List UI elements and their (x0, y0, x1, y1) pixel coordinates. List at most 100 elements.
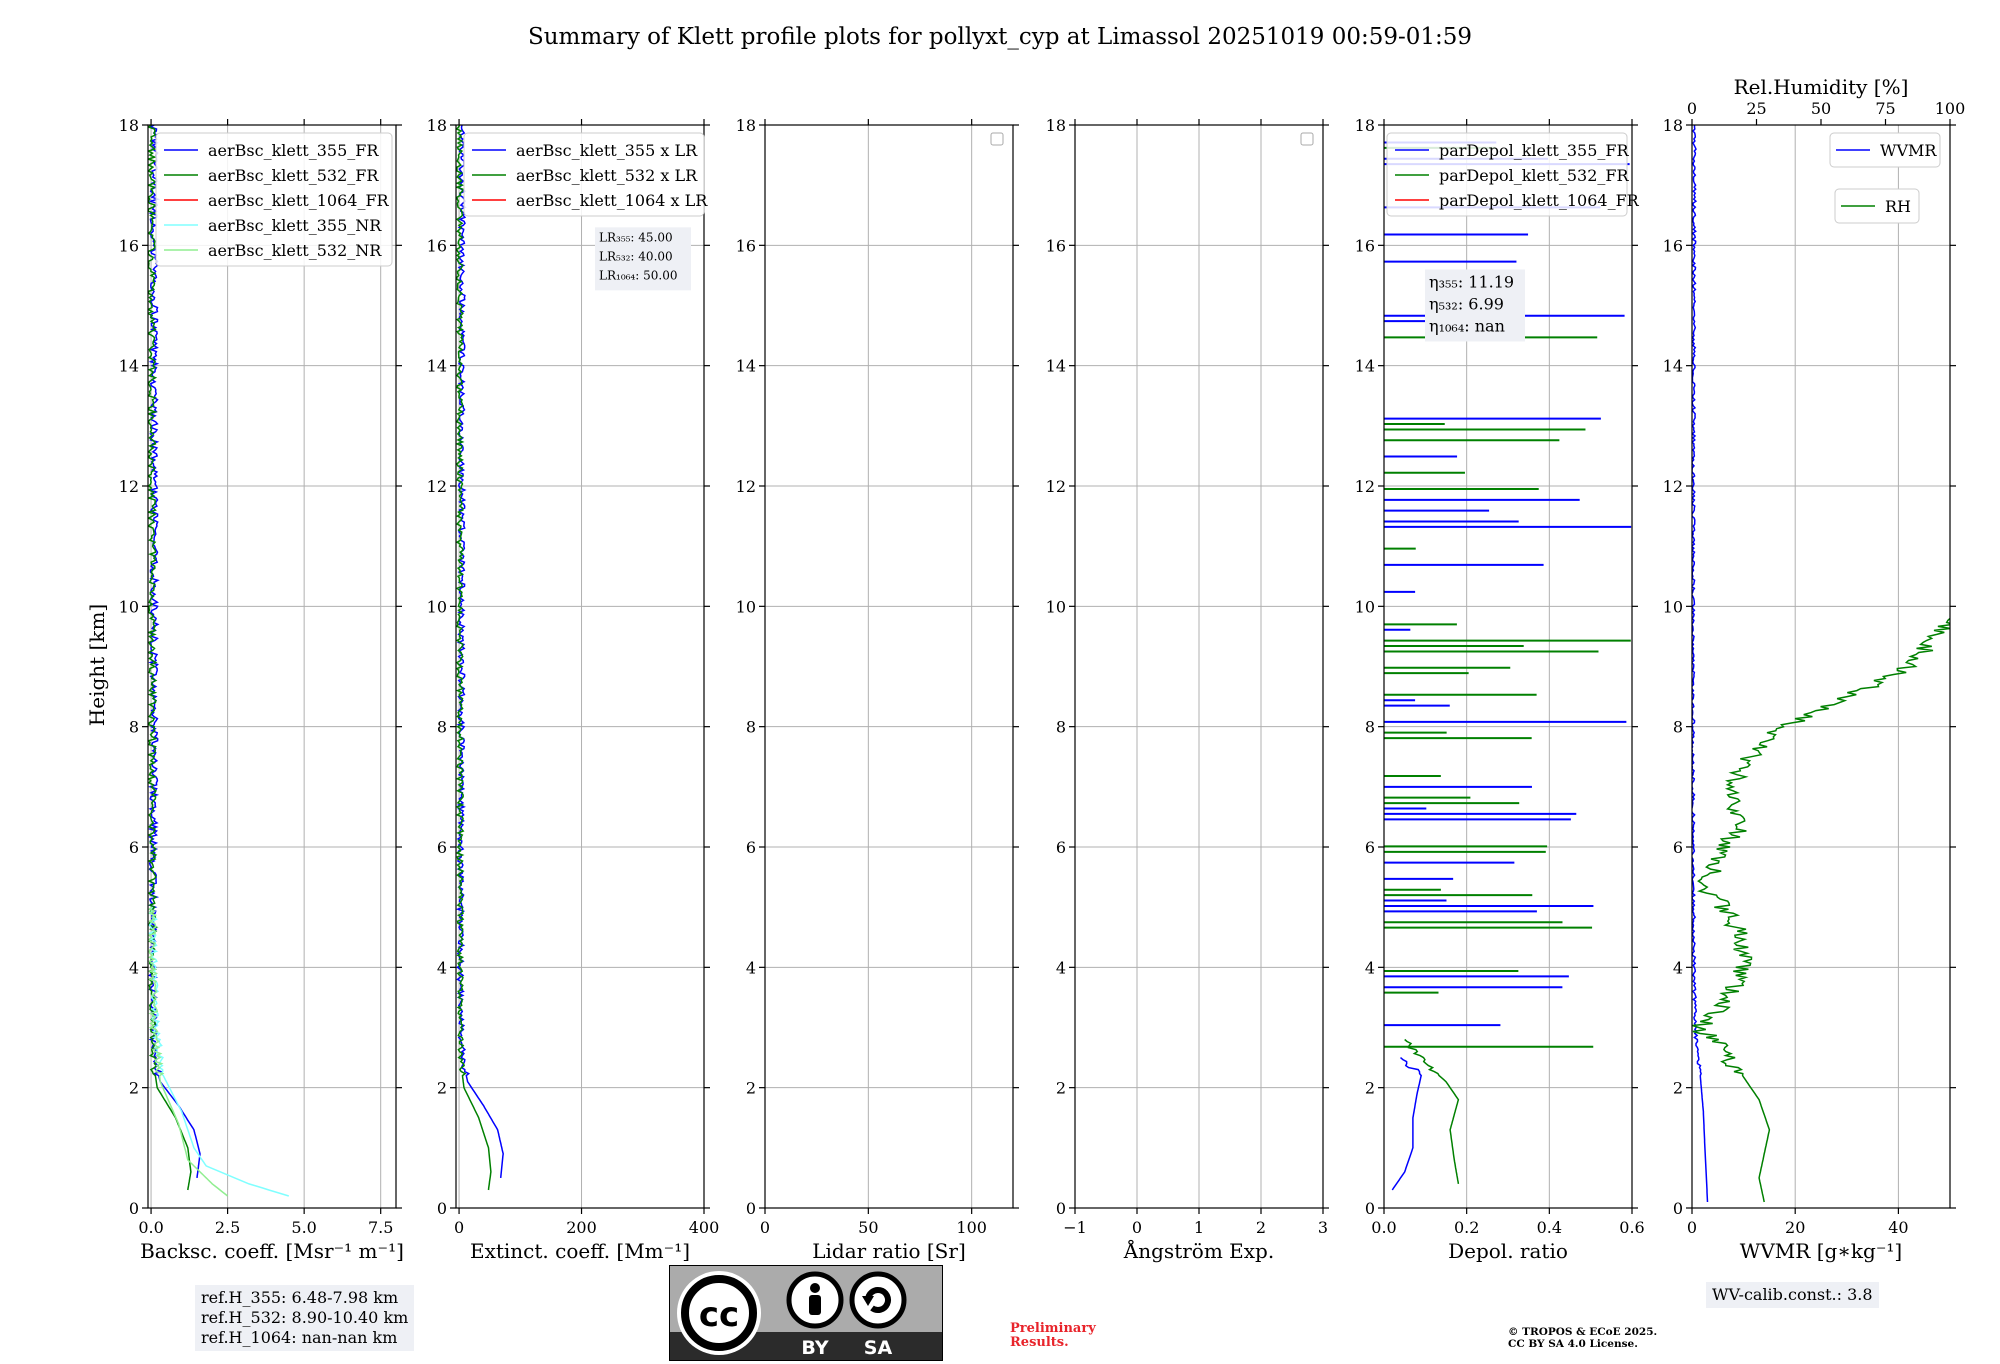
series-group (1692, 125, 1950, 1203)
annotation-box (595, 227, 691, 291)
series-line-aerBsc_klett_355_NR (148, 906, 290, 1197)
x-tick-label: 20 (1785, 1218, 1805, 1237)
y-tick-label: 4 (437, 958, 447, 977)
axes-frame (147, 124, 397, 1209)
copyright-line-2: CC BY SA 4.0 License. (1508, 1338, 1638, 1350)
x-tick-label: 3 (1318, 1218, 1328, 1237)
y-tick-label: 18 (119, 116, 139, 135)
y-tick-label: 14 (427, 357, 447, 376)
y-tick-label: 12 (736, 477, 756, 496)
y-tick-label: 2 (1056, 1079, 1066, 1098)
y-tick-label: 12 (1046, 477, 1066, 496)
copyright-note: © TROPOS & ECoE 2025. CC BY SA 4.0 Licen… (1508, 1326, 1657, 1350)
legend-box (1386, 132, 1628, 217)
series-group (1384, 141, 1632, 1191)
y-tick-label: 18 (1663, 116, 1683, 135)
ref-height-box: ref.H_355: 6.48-7.98 km ref.H_532: 8.90-… (195, 1285, 415, 1351)
y-tick-label: 14 (119, 357, 139, 376)
legend-box (1829, 132, 1941, 168)
annotation-box (1425, 269, 1525, 342)
top-x-tick-label: 0 (1687, 99, 1697, 118)
y-tick-label: 16 (736, 236, 756, 255)
y-tick-label: 10 (1663, 597, 1683, 616)
axes-frame (1383, 124, 1633, 1209)
y-tick-label: 8 (437, 718, 447, 737)
y-tick-label: 10 (427, 597, 447, 616)
y-tick-label: 18 (1046, 116, 1066, 135)
axes-frame (1691, 124, 1951, 1209)
x-tick-label: 0.0 (1371, 1218, 1396, 1237)
y-tick-label: 8 (746, 718, 756, 737)
y-tick-label: 2 (746, 1079, 756, 1098)
y-tick-label: 8 (1056, 718, 1066, 737)
empty-legend-box (990, 132, 1004, 146)
legend-label: aerBsc_klett_355_FR (208, 141, 379, 160)
legend-label: aerBsc_klett_532_FR (208, 166, 379, 185)
legend-label: parDepol_klett_355_FR (1439, 141, 1630, 160)
cc-license-badge: cc BY SA (669, 1265, 943, 1361)
y-axis-label: Height [km] (85, 604, 109, 726)
x-tick-label: −1 (1063, 1218, 1087, 1237)
x-tick-label: 0.0 (138, 1218, 163, 1237)
y-tick-label: 2 (437, 1079, 447, 1098)
y-tick-label: 6 (1673, 838, 1683, 857)
axes-frame (764, 124, 1014, 1209)
cc-text: cc (699, 1295, 739, 1335)
y-tick-label: 2 (129, 1079, 139, 1098)
y-tick-label: 0 (1056, 1199, 1066, 1218)
y-tick-label: 10 (736, 597, 756, 616)
y-tick-label: 0 (129, 1199, 139, 1218)
annotation-text: LR₃₅₅: 45.00 (599, 230, 673, 244)
y-tick-label: 18 (736, 116, 756, 135)
series-line-aerBsc_klett_532 x LR (456, 125, 492, 1191)
wv-calib-box: WV-calib.const.: 3.8 (1706, 1282, 1879, 1308)
empty-legend-box (1300, 132, 1314, 146)
top-x-tick-label: 50 (1811, 99, 1831, 118)
y-tick-label: 12 (1355, 477, 1375, 496)
x-tick-label: 2 (1256, 1218, 1266, 1237)
y-tick-label: 14 (1046, 357, 1066, 376)
x-tick-label: 200 (566, 1218, 597, 1237)
x-tick-label: 7.5 (368, 1218, 393, 1237)
series-line-parDepol_klett_532_FR (1404, 1038, 1460, 1185)
y-tick-label: 12 (1663, 477, 1683, 496)
top-x-tick-label: 75 (1875, 99, 1895, 118)
x-tick-label: 5.0 (291, 1218, 316, 1237)
wv-calib-text: WV-calib.const.: 3.8 (1712, 1285, 1873, 1304)
annotation-text: LR₁₀₆₄: 50.00 (599, 268, 677, 282)
axes-frame (1074, 124, 1324, 1209)
x-axis-label: WVMR [g∗kg⁻¹] (1740, 1239, 1902, 1263)
x-axis-label: Ångström Exp. (1123, 1238, 1274, 1263)
y-tick-label: 14 (1355, 357, 1375, 376)
panel-5: 0 2 4 6 8 10 12 14 16 18 0.0 0.2 0.4 0.6 Depol. ratio p… (1355, 116, 1645, 1263)
y-tick-label: 18 (427, 116, 447, 135)
y-tick-label: 14 (1663, 357, 1683, 376)
y-tick-label: 0 (1365, 1199, 1375, 1218)
y-tick-label: 4 (1056, 958, 1066, 977)
cc-logo-icon: cc BY SA (670, 1271, 942, 1360)
legend-box (1834, 188, 1920, 224)
preliminary-line-2: Results. (1010, 1335, 1069, 1350)
figure-title: Summary of Klett profile plots for polly… (528, 24, 1472, 50)
series-line-aerBsc_klett_355_FR (148, 125, 201, 1178)
x-tick-label: 0 (760, 1218, 770, 1237)
legend-label: parDepol_klett_532_FR (1439, 166, 1630, 185)
y-tick-label: 6 (746, 838, 756, 857)
y-tick-label: 4 (129, 958, 139, 977)
y-tick-label: 8 (1365, 718, 1375, 737)
annotation-text: LR₅₃₂: 40.00 (599, 249, 673, 263)
x-tick-label: 400 (689, 1218, 720, 1237)
y-tick-label: 0 (437, 1199, 447, 1218)
x-tick-label: 0 (1132, 1218, 1142, 1237)
legend-label: parDepol_klett_1064_FR (1439, 191, 1640, 210)
ref-height-1064: ref.H_1064: nan-nan km (201, 1328, 398, 1347)
x-tick-label: 2.5 (215, 1218, 240, 1237)
y-tick-label: 4 (1365, 958, 1375, 977)
y-tick-label: 16 (1046, 236, 1066, 255)
x-axis-label: Lidar ratio [Sr] (812, 1239, 966, 1263)
y-tick-label: 10 (119, 597, 139, 616)
y-tick-label: 16 (1663, 236, 1683, 255)
y-tick-label: 0 (1673, 1199, 1683, 1218)
